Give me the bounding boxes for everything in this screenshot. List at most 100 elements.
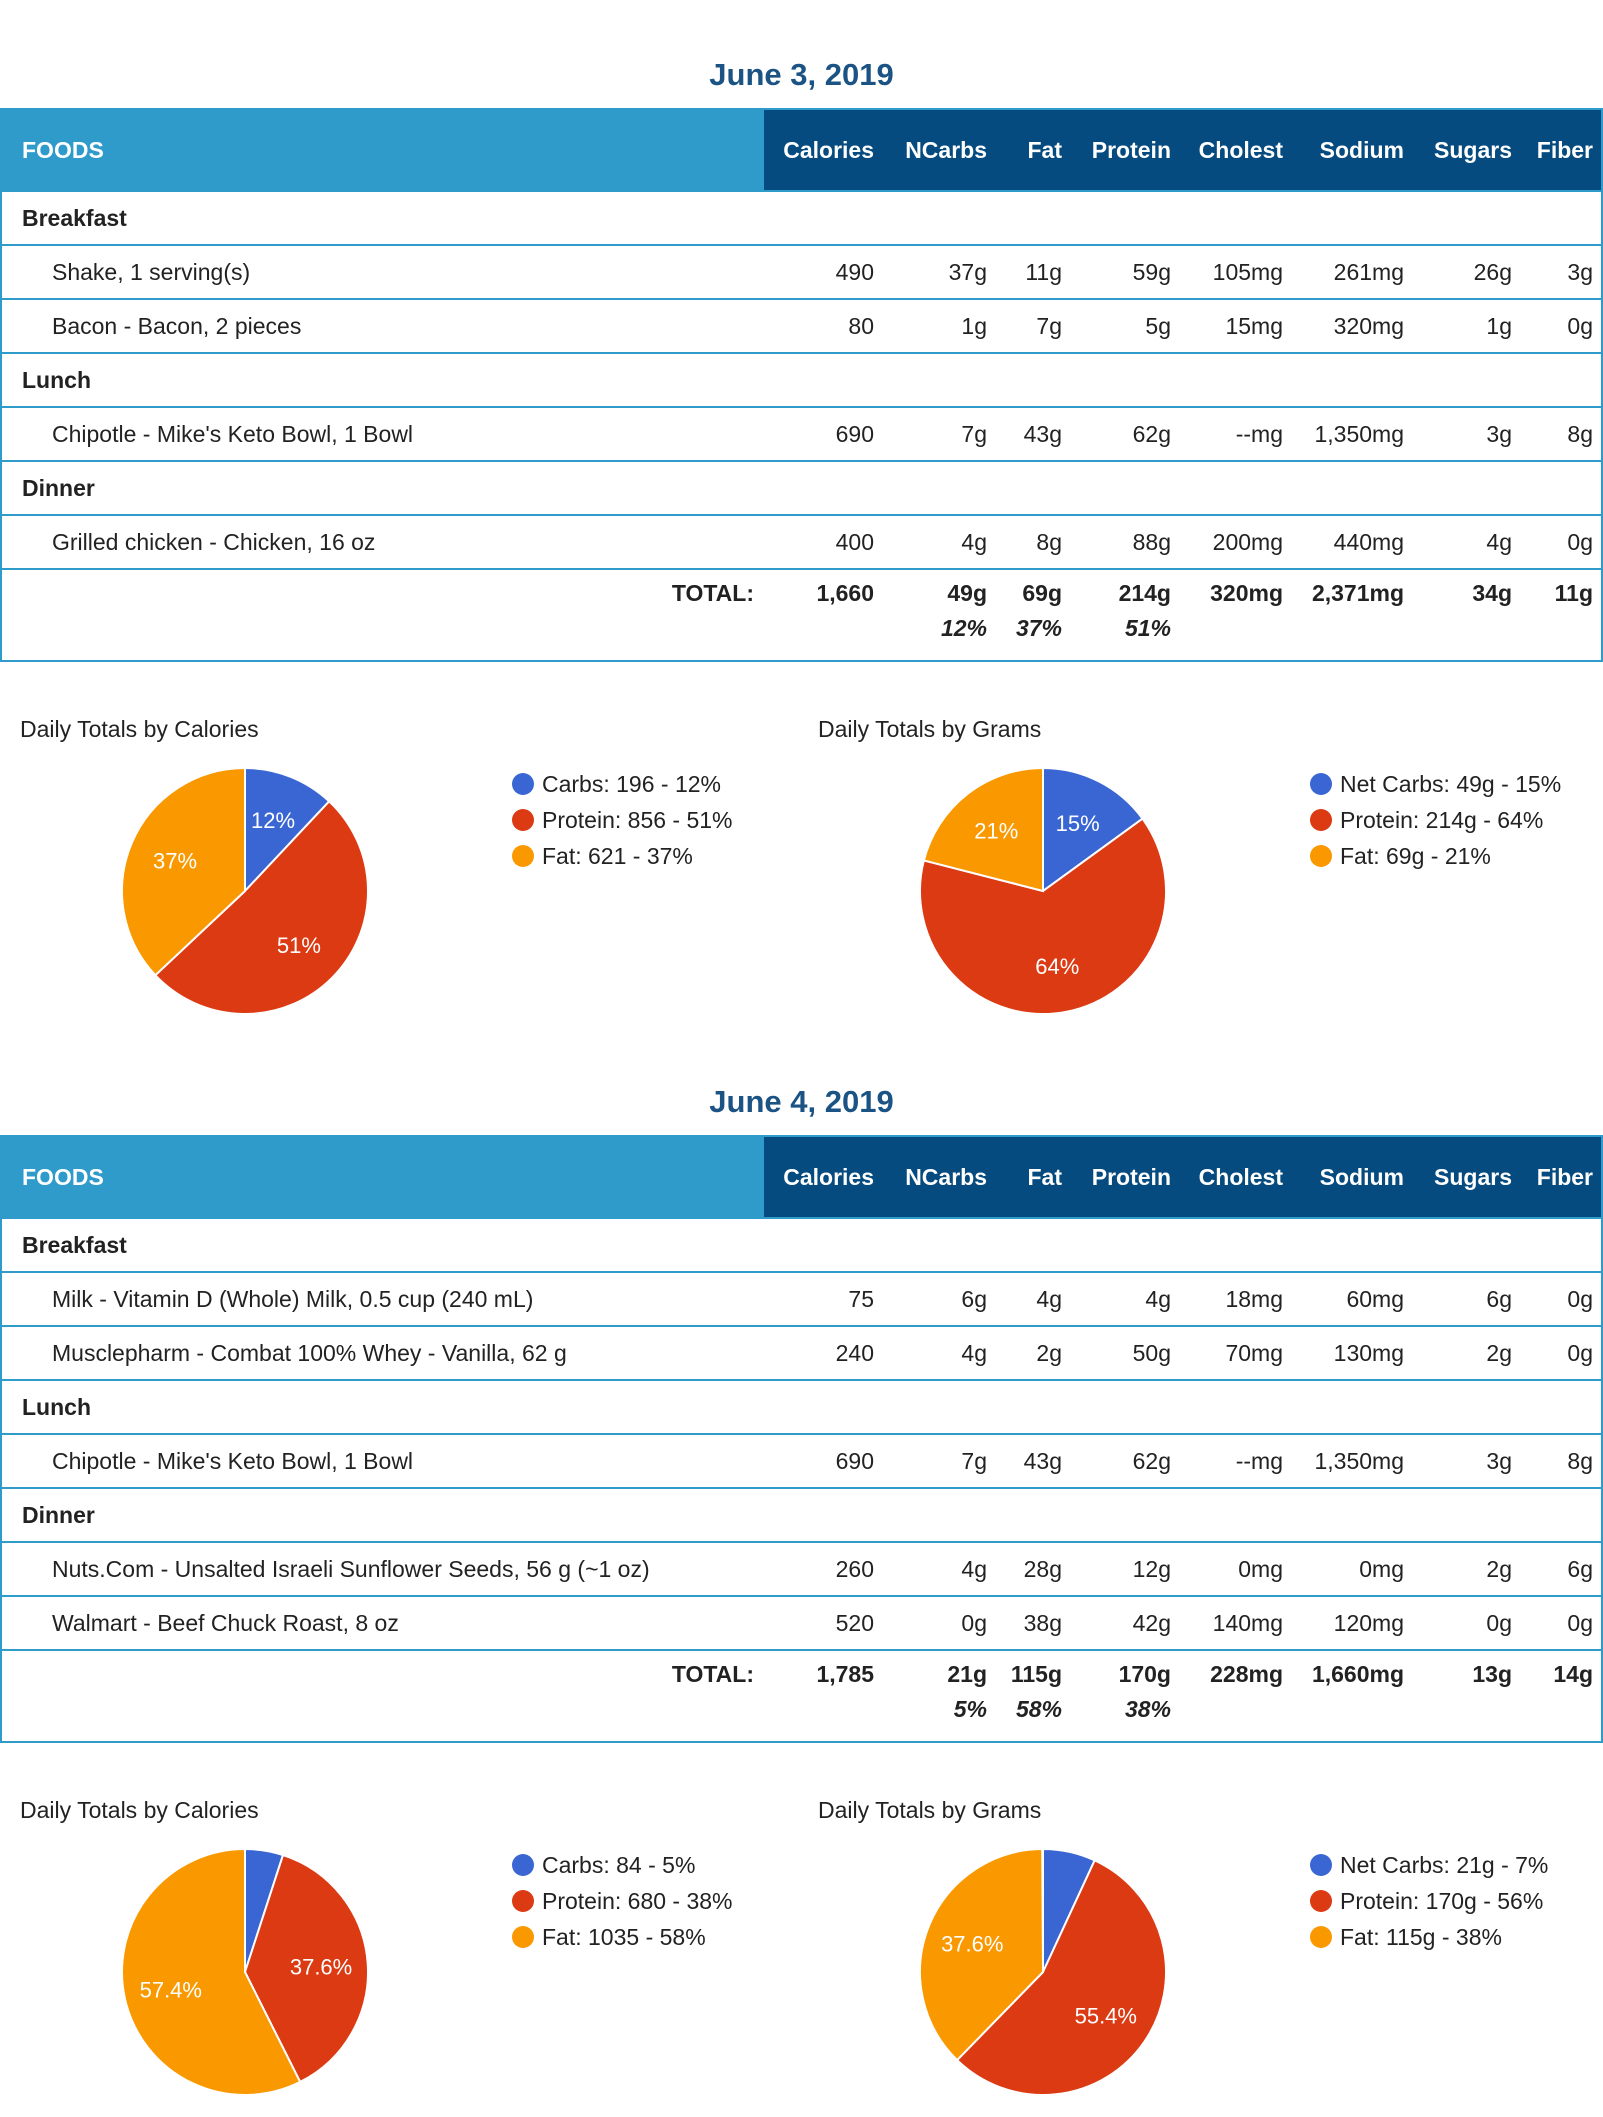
column-header-foods: FOODS (1, 1136, 764, 1218)
total-protein-percent: 51% (1124, 615, 1171, 641)
column-header-ncarbs: NCarbs (882, 109, 995, 191)
gram-chart-block: Daily Totals by Grams 55.4% 37.6% Net Carbs… (798, 1797, 1578, 2117)
legend-label: Carbs: 84 - 5% (542, 1851, 696, 1878)
food-sodium: 130mg (1291, 1325, 1412, 1380)
food-protein: 59g (1070, 244, 1179, 299)
food-row: Chipotle - Mike's Keto Bowl, 1 Bowl 690 7g… (1, 406, 1602, 461)
pie-label-protein: 37.6% (290, 1954, 352, 1979)
food-protein: 4g (1070, 1271, 1179, 1326)
total-sodium: 1,660mg (1291, 1649, 1412, 1742)
column-header-protein: Protein (1070, 1136, 1179, 1218)
food-protein: 50g (1070, 1325, 1179, 1380)
legend-label: Fat: 621 - 37% (542, 842, 693, 869)
pie-slice-protein (153, 799, 370, 1016)
table-header-row: FOODS Calories NCarbs Fat Protein Cholest Sodi… (1, 1136, 1602, 1218)
pie-slice-fat (922, 766, 1044, 893)
chart-title: Daily Totals by Grams (818, 1797, 1042, 1823)
food-ncarbs: 7g (882, 1433, 995, 1488)
column-header-sodium: Sodium (1291, 109, 1412, 191)
legend-item: Protein: 214g - 64% (1310, 802, 1561, 838)
total-calories-value: 1,660 (816, 580, 874, 606)
food-table: FOODS Calories NCarbs Fat Protein Cholest Sodi… (0, 1135, 1603, 1743)
food-ncarbs: 37g (882, 244, 995, 299)
food-fat: 8g (995, 514, 1070, 569)
food-sugars: 3g (1412, 406, 1520, 461)
calorie-chart-block: Daily Totals by Calories 12% 51% 37% Carbs: … (0, 716, 780, 1036)
column-header-fiber: Fiber (1520, 109, 1602, 191)
food-name: Milk - Vitamin D (Whole) Milk, 0.5 cup (… (1, 1271, 764, 1326)
legend-label: Fat: 69g - 21% (1340, 842, 1491, 869)
legend-label: Net Carbs: 21g - 7% (1340, 1851, 1549, 1878)
meal-name: Breakfast (1, 1217, 1602, 1272)
column-header-sodium: Sodium (1291, 1136, 1412, 1218)
food-cholest: 15mg (1179, 298, 1291, 353)
food-sodium: 0mg (1291, 1541, 1412, 1596)
legend-item: Protein: 170g - 56% (1310, 1883, 1548, 1919)
food-fiber: 3g (1520, 244, 1602, 299)
calorie-chart-block: Daily Totals by Calories 37.6% 57.4% Carbs:… (0, 1797, 780, 2117)
chart-title: Daily Totals by Calories (20, 1797, 259, 1823)
food-calories: 80 (764, 298, 882, 353)
food-sugars: 26g (1412, 244, 1520, 299)
food-calories: 75 (764, 1271, 882, 1326)
total-calories: 1,660 (764, 568, 882, 661)
legend-dot-icon (1310, 1890, 1332, 1912)
column-header-sugars: Sugars (1412, 109, 1520, 191)
food-fat: 38g (995, 1595, 1070, 1650)
total-ncarbs-value: 21g (947, 1661, 987, 1687)
food-cholest: 200mg (1179, 514, 1291, 569)
legend-dot-icon (512, 845, 534, 867)
legend-dot-icon (512, 1890, 534, 1912)
pie-slice-carbs (244, 766, 331, 894)
food-fat: 43g (995, 1433, 1070, 1488)
food-sugars: 4g (1412, 514, 1520, 569)
total-sodium-value: 2,371mg (1311, 580, 1404, 606)
column-header-sugars: Sugars (1412, 1136, 1520, 1218)
total-sugars-value: 13g (1472, 1661, 1512, 1687)
pie-slice-carbs (1042, 766, 1144, 893)
gram-chart-block: Daily Totals by Grams 15% 64% 21% Net Carbs:… (798, 716, 1578, 1036)
chart-title: Daily Totals by Calories (20, 716, 259, 742)
legend-dot-icon (512, 809, 534, 831)
total-ncarbs: 49g 12% (882, 568, 995, 661)
food-sugars: 3g (1412, 1433, 1520, 1488)
food-sodium: 60mg (1291, 1271, 1412, 1326)
food-protein: 62g (1070, 406, 1179, 461)
food-name: Chipotle - Mike's Keto Bowl, 1 Bowl (1, 1433, 764, 1488)
food-cholest: 70mg (1179, 1325, 1291, 1380)
legend-item: Carbs: 84 - 5% (512, 1847, 733, 1883)
food-sodium: 120mg (1291, 1595, 1412, 1650)
food-cholest: --mg (1179, 1433, 1291, 1488)
pie-slice-fat (121, 766, 246, 977)
food-sugars: 0g (1412, 1595, 1520, 1650)
pie-chart: 15% 64% 21% (919, 766, 1167, 1015)
food-cholest: 18mg (1179, 1271, 1291, 1326)
meal-name: Dinner (1, 1487, 1602, 1542)
pie-chart: 37.6% 57.4% (121, 1847, 369, 2096)
chart-title: Daily Totals by Grams (818, 716, 1042, 742)
food-sugars: 2g (1412, 1541, 1520, 1596)
total-row: TOTAL: 1,785 21g 5% 115g 58% 170g 38% 228mg 1,660… (1, 1649, 1602, 1742)
food-sodium: 1,350mg (1291, 406, 1412, 461)
food-cholest: 105mg (1179, 244, 1291, 299)
day-title: June 4, 2019 (709, 1084, 894, 1119)
pie-chart: 12% 51% 37% (121, 766, 370, 1016)
column-header-fat: Fat (995, 1136, 1070, 1218)
food-protein: 88g (1070, 514, 1179, 569)
day-section: June 4, 2019 FOODS Calories NCarbs Fat Protei… (0, 1077, 1603, 2096)
total-label: TOTAL: (1, 1649, 764, 1742)
legend-dot-icon (1310, 1926, 1332, 1948)
food-fiber: 0g (1520, 514, 1602, 569)
column-header-ncarbs: NCarbs (882, 1136, 995, 1218)
food-fiber: 0g (1520, 1271, 1602, 1326)
food-row: Bacon - Bacon, 2 pieces 80 1g 7g 5g 15mg 320mg… (1, 298, 1602, 353)
total-fiber: 11g (1520, 568, 1602, 661)
food-calories: 240 (764, 1325, 882, 1380)
pie-label-protein: 51% (277, 933, 321, 958)
food-fat: 43g (995, 406, 1070, 461)
food-calories: 520 (764, 1595, 882, 1650)
food-cholest: --mg (1179, 406, 1291, 461)
total-fiber-value: 14g (1553, 1661, 1593, 1687)
meal-row: Lunch (1, 352, 1602, 407)
food-cholest: 140mg (1179, 1595, 1291, 1650)
